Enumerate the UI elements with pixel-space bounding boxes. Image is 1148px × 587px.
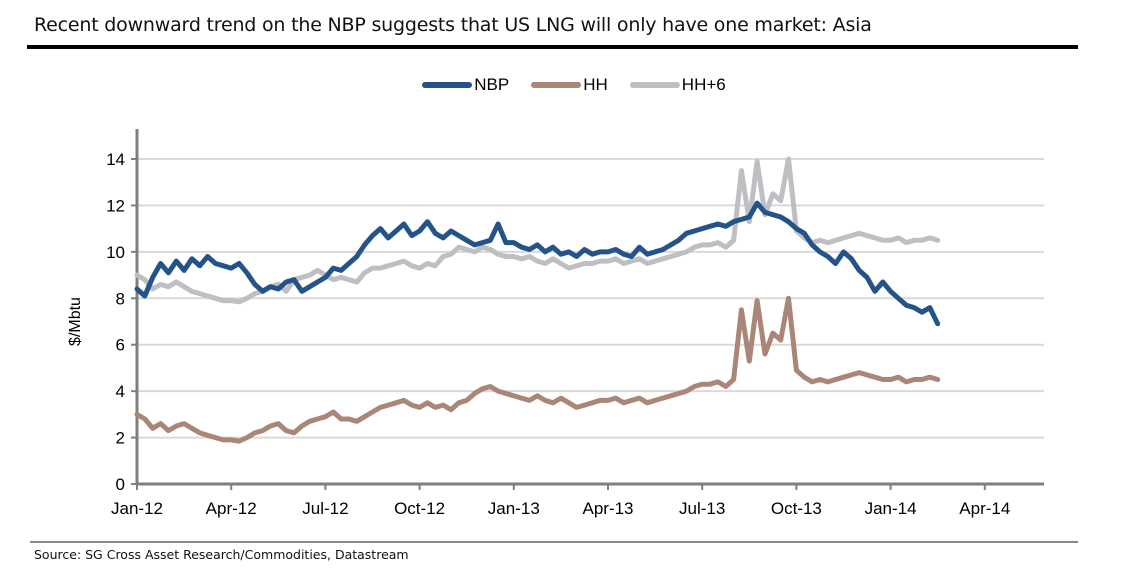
x-tick-label: Apr-12 xyxy=(206,499,257,518)
x-tick-label: Jan-13 xyxy=(488,499,540,518)
legend-item-hh6: HH+6 xyxy=(629,75,726,95)
y-tick-label: 10 xyxy=(106,243,125,262)
legend-swatch-hh6 xyxy=(629,82,680,88)
legend-item-nbp: NBP xyxy=(422,75,509,95)
y-tick-label: 12 xyxy=(106,196,125,215)
y-tick-label: 14 xyxy=(106,150,125,169)
source-rule xyxy=(30,541,1078,543)
title-rule xyxy=(27,45,1078,49)
series-line-hh xyxy=(134,295,941,444)
legend: NBP HH HH+6 xyxy=(0,75,1148,95)
chart-title: Recent downward trend on the NBP suggest… xyxy=(34,14,872,36)
x-tick-label: Jan-12 xyxy=(111,499,163,518)
legend-swatch-hh xyxy=(531,82,582,88)
y-axis-title: $/Mbtu xyxy=(67,297,84,346)
source-note: Source: SG Cross Asset Research/Commodit… xyxy=(34,547,409,562)
x-tick-label: Apr-14 xyxy=(959,499,1010,518)
y-tick-label: 0 xyxy=(116,475,125,494)
x-tick-label: Oct-12 xyxy=(394,499,445,518)
x-tick-label: Apr-13 xyxy=(582,499,633,518)
x-tick-label: Oct-13 xyxy=(771,499,822,518)
legend-label-hh6: HH+6 xyxy=(681,75,726,94)
x-tick-label: Jan-14 xyxy=(865,499,917,518)
x-tick-label: Jul-13 xyxy=(679,499,725,518)
y-tick-label: 8 xyxy=(116,289,125,308)
legend-swatch-nbp xyxy=(422,82,473,88)
y-tick-label: 6 xyxy=(116,336,125,355)
x-tick-label: Jul-12 xyxy=(302,499,348,518)
y-tick-label: 4 xyxy=(116,382,125,401)
legend-label-nbp: NBP xyxy=(474,75,510,94)
legend-item-hh: HH xyxy=(531,75,608,95)
series-line-nbp xyxy=(134,200,941,327)
y-tick-label: 2 xyxy=(116,429,125,448)
legend-label-hh: HH xyxy=(583,75,608,94)
series-line-hhplus6 xyxy=(134,156,941,305)
